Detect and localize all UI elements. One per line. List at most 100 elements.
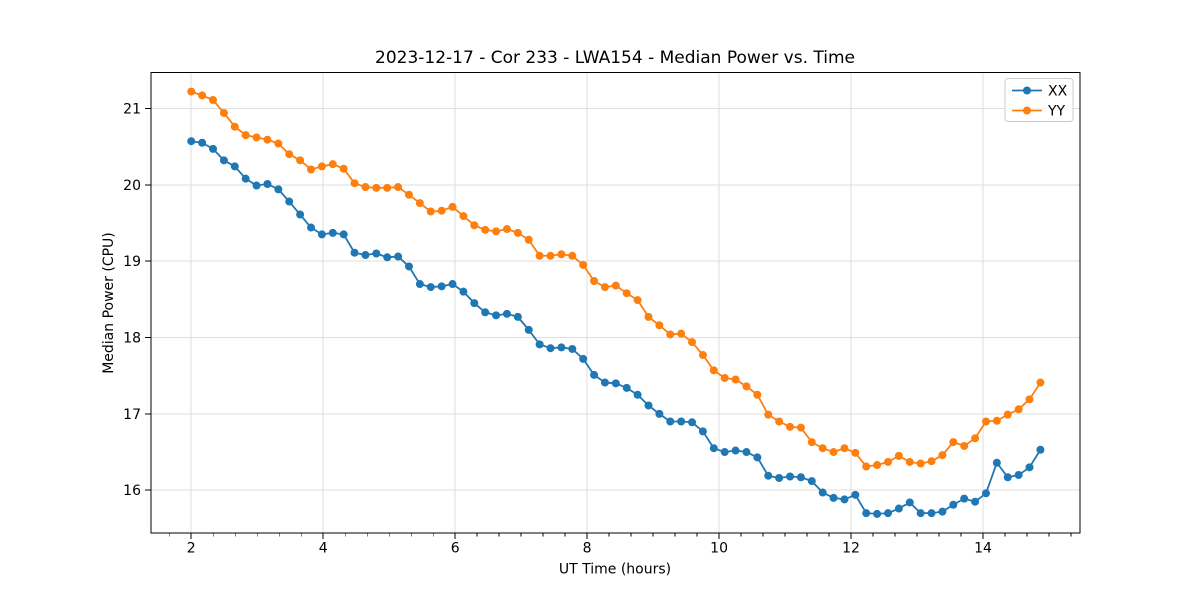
data-point [372, 183, 381, 192]
data-point [590, 276, 599, 285]
data-point [720, 373, 729, 382]
grid-group [151, 72, 1080, 533]
legend-sample-marker [1023, 86, 1031, 95]
series-line-yy [190, 90, 1042, 468]
data-point [916, 509, 925, 518]
data-point [775, 417, 784, 426]
data-point [296, 156, 305, 165]
data-point [187, 87, 196, 96]
x-tick-label: 8 [583, 541, 592, 557]
data-point [252, 133, 261, 142]
data-point [1003, 473, 1012, 482]
data-point [677, 329, 686, 338]
data-point [339, 164, 348, 173]
data-point [742, 448, 751, 457]
data-point [883, 457, 892, 466]
data-point [622, 383, 631, 392]
data-point [971, 434, 980, 443]
data-point [328, 160, 337, 169]
data-point [688, 338, 697, 347]
data-point [644, 401, 653, 410]
data-point [905, 457, 914, 466]
data-point [873, 461, 882, 470]
data-point [492, 227, 501, 236]
data-point [415, 280, 424, 289]
data-point [557, 250, 566, 259]
data-point [492, 311, 501, 320]
data-point [655, 409, 664, 418]
data-point [219, 156, 228, 165]
data-point [753, 390, 762, 399]
y-tick-label: 21 [123, 101, 141, 117]
data-point [263, 179, 272, 188]
data-point [938, 451, 947, 460]
data-point [786, 472, 795, 481]
data-point [633, 390, 642, 399]
data-point [579, 354, 588, 363]
data-point [927, 509, 936, 518]
data-point [786, 422, 795, 431]
data-point [426, 207, 435, 216]
data-point [666, 330, 675, 339]
data-point [285, 150, 294, 159]
data-point [383, 183, 392, 192]
data-point [644, 312, 653, 321]
data-point [829, 493, 838, 502]
x-tick-label: 4 [319, 541, 328, 557]
data-point [655, 321, 664, 330]
plot-area-border [150, 72, 1081, 534]
series-xx [187, 137, 1045, 518]
data-point [960, 494, 969, 503]
data-point [851, 448, 860, 457]
data-point [252, 181, 261, 190]
data-point [775, 474, 784, 483]
data-point [459, 287, 468, 296]
y-axis-label: Median Power (CPU) [101, 232, 117, 374]
x-tick-label: 14 [974, 541, 992, 557]
data-point [720, 448, 729, 457]
data-point [209, 95, 218, 104]
data-point [568, 251, 577, 260]
data-point [1003, 410, 1012, 419]
data-point [285, 197, 294, 206]
data-point [862, 462, 871, 471]
data-point [611, 379, 620, 388]
data-point [470, 299, 479, 308]
data-point [513, 228, 522, 237]
data-point [894, 451, 903, 460]
data-point [274, 139, 283, 148]
data-point [862, 509, 871, 518]
data-point [764, 471, 773, 480]
data-point [546, 251, 555, 260]
legend-entry-label: YY [1047, 104, 1066, 120]
data-point [938, 507, 947, 516]
data-point [807, 438, 816, 447]
data-point [709, 444, 718, 453]
data-point [1014, 405, 1023, 414]
data-point [927, 457, 936, 466]
data-point [851, 490, 860, 499]
data-point [818, 444, 827, 453]
data-point [971, 497, 980, 506]
data-point [459, 212, 468, 221]
data-point [241, 174, 250, 183]
data-point [502, 309, 511, 318]
chart-title: 2023-12-17 - Cor 233 - LWA154 - Median P… [375, 48, 855, 68]
data-point [437, 282, 446, 291]
data-point [949, 500, 958, 509]
x-tick-label: 2 [187, 541, 196, 557]
data-point [568, 344, 577, 353]
series-yy [187, 87, 1045, 471]
data-point [230, 162, 239, 171]
data-point [1036, 378, 1045, 387]
data-point [688, 418, 697, 427]
data-point [905, 498, 914, 507]
data-point [742, 382, 751, 391]
data-point [415, 199, 424, 208]
data-point [731, 375, 740, 384]
series-group [187, 87, 1045, 518]
data-point [317, 230, 326, 239]
y-tick-label: 18 [123, 330, 141, 346]
data-point [350, 248, 359, 257]
